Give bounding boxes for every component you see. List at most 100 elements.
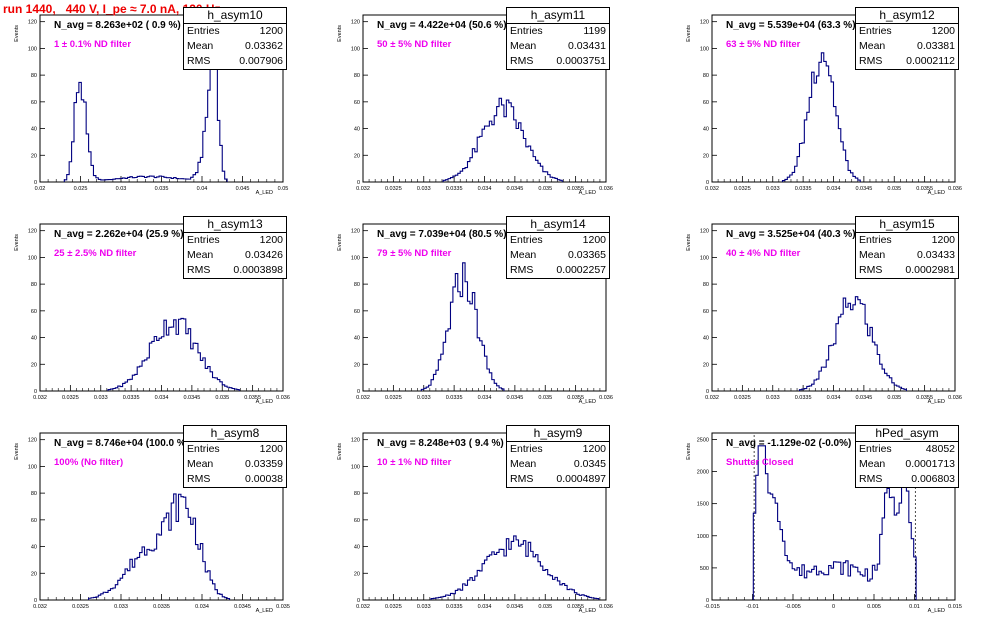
y-tick-label: 60 — [31, 309, 37, 315]
y-tick-label: 80 — [354, 491, 360, 497]
x-tick-label: 0.0355 — [567, 186, 584, 192]
x-tick-label: 0.033 — [94, 395, 108, 401]
stats-box: h_asym12 Entries 1200 Mean 0.03381 RMS 0.00021… — [855, 7, 959, 70]
y-tick-label: 100 — [351, 464, 360, 470]
y-axis-label: Events — [686, 25, 692, 42]
x-axis-label: A_LED — [579, 399, 596, 405]
x-tick-label: 0.0335 — [795, 186, 812, 192]
stats-key: Mean — [859, 458, 886, 470]
stats-row: RMS 0.0002112 — [856, 54, 958, 69]
histogram-panel-h_asym13: 0 20 40 60 80 100 120 0.032 0.0325 0.033 0.0335 0.0… — [14, 223, 290, 405]
x-tick-label: 0.01 — [909, 604, 920, 610]
stats-key: Entries — [859, 25, 892, 37]
stats-value: 0.03365 — [568, 249, 606, 261]
stats-key: Mean — [859, 249, 886, 261]
stats-key: Entries — [510, 234, 543, 246]
stats-value: 1200 — [259, 234, 283, 246]
x-tick-label: 0.0325 — [385, 395, 402, 401]
stats-value: 0.03426 — [245, 249, 283, 261]
stats-value: 0.03362 — [245, 40, 283, 52]
stats-row: RMS 0.0002257 — [507, 263, 609, 278]
stats-value: 0.0003751 — [556, 55, 606, 67]
histogram-series — [88, 493, 231, 600]
stats-key: RMS — [510, 55, 534, 67]
x-tick-label: 0.033 — [417, 395, 431, 401]
y-tick-label: 80 — [354, 282, 360, 288]
x-tick-label: 0.035 — [887, 395, 901, 401]
stats-row: Mean 0.03362 — [184, 39, 286, 54]
stats-value: 0.0002112 — [906, 55, 955, 67]
y-tick-label: 40 — [31, 336, 37, 342]
n-avg-label: N_avg = -1.129e-02 (-0.0%) — [726, 438, 851, 449]
x-tick-label: 0.0325 — [385, 186, 402, 192]
x-tick-label: 0.0355 — [244, 395, 261, 401]
x-tick-label: 0.0345 — [855, 186, 872, 192]
stats-row: RMS 0.0002981 — [856, 263, 958, 278]
filter-label: Shutter Closed — [726, 457, 794, 468]
x-tick-label: 0.032 — [705, 395, 719, 401]
y-tick-label: 120 — [700, 229, 709, 235]
x-tick-label: 0.034 — [827, 395, 841, 401]
stats-row: Entries 1200 — [184, 233, 286, 248]
y-tick-label: 0 — [706, 598, 709, 604]
x-tick-label: 0.033 — [114, 604, 128, 610]
histogram-series — [781, 52, 861, 182]
x-tick-label: 0.035 — [538, 395, 552, 401]
y-tick-label: 40 — [31, 127, 37, 133]
x-tick-label: 0.0335 — [153, 604, 170, 610]
stats-key: RMS — [510, 473, 534, 485]
y-tick-label: 20 — [703, 362, 709, 368]
stats-value: 48052 — [925, 443, 955, 455]
stats-value: 0.0345 — [573, 458, 606, 470]
x-tick-label: 0.034 — [155, 395, 169, 401]
stats-value: 0.03381 — [917, 40, 955, 52]
y-tick-label: 100 — [351, 46, 360, 52]
histogram-series — [752, 445, 917, 600]
y-tick-label: 40 — [354, 545, 360, 551]
stats-value: 1200 — [931, 25, 955, 37]
y-tick-label: 120 — [28, 229, 37, 235]
stats-value: 0.03433 — [917, 249, 955, 261]
x-axis-label: A_LED — [579, 608, 596, 614]
x-tick-label: 0.034 — [478, 186, 492, 192]
y-tick-label: 1000 — [697, 534, 709, 540]
x-tick-label: 0.0345 — [855, 395, 872, 401]
stats-value: 1200 — [259, 443, 283, 455]
stats-row: RMS 0.00038 — [184, 472, 286, 487]
stats-key: Mean — [510, 40, 537, 52]
x-tick-label: 0.05 — [278, 186, 289, 192]
y-axis-label: Events — [337, 234, 343, 251]
x-tick-label: 0.036 — [599, 604, 613, 610]
y-tick-label: 20 — [703, 153, 709, 159]
n-avg-label: N_avg = 8.746e+04 (100.0 %) — [54, 438, 189, 449]
x-tick-label: 0.0335 — [446, 395, 463, 401]
x-axis-label: A_LED — [256, 190, 273, 196]
stats-value: 0.0003898 — [233, 264, 283, 276]
histogram-name: h_asym8 — [184, 426, 286, 442]
n-avg-label: N_avg = 4.422e+04 (50.6 %) — [377, 20, 507, 31]
filter-label: 50 ± 5% ND filter — [377, 39, 452, 50]
stats-value: 0.0004897 — [556, 473, 606, 485]
y-tick-label: 100 — [700, 46, 709, 52]
x-tick-label: 0.045 — [236, 186, 250, 192]
x-tick-label: 0.035 — [155, 186, 169, 192]
x-tick-label: 0.032 — [356, 186, 370, 192]
filter-label: 1 ± 0.1% ND filter — [54, 39, 131, 50]
stats-row: Entries 1199 — [507, 24, 609, 39]
stats-key: Mean — [187, 40, 214, 52]
histogram-name: h_asym11 — [507, 8, 609, 24]
x-tick-label: 0.036 — [948, 186, 962, 192]
y-tick-label: 0 — [357, 598, 360, 604]
stats-key: Entries — [187, 443, 220, 455]
x-tick-label: 0.032 — [33, 395, 47, 401]
y-tick-label: 2000 — [697, 470, 709, 476]
histogram-name: h_asym14 — [507, 217, 609, 233]
x-tick-label: 0.034 — [195, 604, 209, 610]
histogram-series — [430, 535, 600, 600]
y-axis-label: Events — [14, 443, 20, 460]
x-tick-label: 0.0335 — [123, 395, 140, 401]
histogram-name: h_asym10 — [184, 8, 286, 24]
y-tick-label: 60 — [31, 100, 37, 106]
stats-key: RMS — [859, 264, 883, 276]
